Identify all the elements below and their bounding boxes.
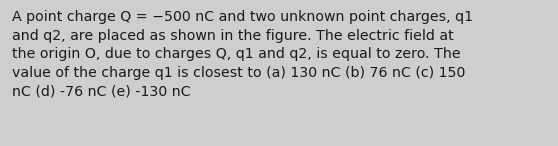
- Text: A point charge Q = −500 nC and two unknown point charges, q1
and q2, are placed : A point charge Q = −500 nC and two unkno…: [12, 10, 473, 99]
